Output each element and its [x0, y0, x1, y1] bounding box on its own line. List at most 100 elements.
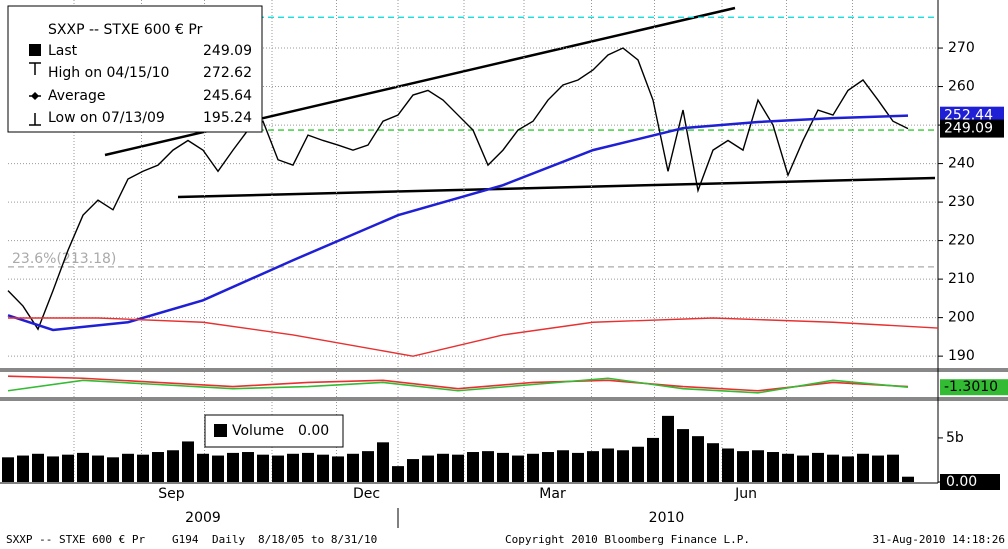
- volume-bar: [677, 429, 689, 482]
- volume-bar: [602, 448, 614, 482]
- footer-code: G194: [172, 533, 199, 546]
- volume-bar: [17, 455, 29, 482]
- volume-bar: [182, 441, 194, 482]
- overlay: Volume 0.00: [204, 414, 344, 448]
- volume-zero-box: [940, 474, 1000, 490]
- legend-icon: [29, 91, 41, 101]
- legend-label: Average: [48, 88, 106, 104]
- volume-bar: [467, 452, 479, 482]
- oscillator-line: [7, 375, 909, 392]
- volume-bar: [797, 455, 809, 482]
- volume-bar: [242, 452, 254, 482]
- last-value-box: [940, 119, 1004, 138]
- volume-bar: [512, 455, 524, 482]
- volume-bar: [2, 457, 14, 482]
- x-year-label: 2009: [185, 510, 221, 526]
- volume-bar: [662, 415, 674, 482]
- legend-value: 245.64: [203, 88, 252, 104]
- volume-bar: [197, 453, 209, 482]
- volume-bar: [452, 454, 464, 482]
- legend-label: Last: [48, 43, 78, 59]
- y-tick-label: 210: [948, 271, 975, 287]
- x-tick-label: Jun: [734, 486, 757, 502]
- volume-bar: [62, 454, 74, 482]
- volume-bar: [332, 456, 344, 482]
- legend-title: SXXP -- STXE 600 € Pr: [48, 22, 203, 38]
- volume-tick-label: 0.00: [946, 474, 977, 490]
- footer-security: SXXP -- STXE 600 € Pr: [6, 533, 145, 546]
- legend-label: High on 04/15/10: [48, 65, 169, 81]
- volume-bar: [47, 456, 59, 482]
- volume-bar: [587, 451, 599, 482]
- volume-bar: [902, 476, 914, 482]
- legend: SXXP -- STXE 600 € Pr Last 249.09 High o…: [7, 5, 263, 133]
- panel-separator: [0, 368, 1008, 372]
- volume-bar: [92, 455, 104, 482]
- volume-bar: [437, 453, 449, 482]
- volume-bar: [827, 454, 839, 482]
- volume-bar: [302, 452, 314, 482]
- volume-bar: [887, 454, 899, 482]
- volume-bar: [482, 451, 494, 482]
- volume-bar: [722, 448, 734, 482]
- footer-period: Daily: [212, 533, 245, 546]
- volume-bar: [272, 455, 284, 482]
- x-year-label: 2010: [649, 510, 685, 526]
- legend-value: 195.24: [203, 110, 252, 126]
- volume-bar: [347, 453, 359, 482]
- y-tick-label: 230: [948, 194, 975, 210]
- volume-legend-icon: [214, 424, 227, 437]
- legend-label: Low on 07/13/09: [48, 110, 165, 126]
- legend-value: 272.62: [203, 65, 252, 81]
- legend-icon: [29, 44, 41, 56]
- y-tick-label: 190: [948, 348, 975, 364]
- panel-separator: [0, 397, 1008, 401]
- footer-copyright: Copyright 2010 Bloomberg Finance L.P.: [505, 533, 750, 546]
- volume-bar: [842, 456, 854, 482]
- y-tick-label: 220: [948, 233, 975, 249]
- volume-bar: [392, 466, 404, 482]
- volume-bar: [287, 453, 299, 482]
- volume-bar: [377, 442, 389, 482]
- volume-bar: [632, 446, 644, 482]
- volume-legend-label: Volume: [232, 423, 284, 439]
- legend-icon: [29, 62, 41, 75]
- legend-value: 249.09: [203, 43, 252, 59]
- series-line: [8, 317, 939, 357]
- volume-legend-value: 0.00: [298, 423, 329, 439]
- volume-bar: [32, 453, 44, 482]
- volume-bar: [107, 457, 119, 482]
- volume-bar: [647, 437, 659, 482]
- volume-bar: [542, 452, 554, 482]
- volume-bar: [812, 452, 824, 482]
- y-tick-label: 270: [948, 40, 975, 56]
- volume-bar: [557, 450, 569, 482]
- footer-timestamp: 31-Aug-2010 14:18:26: [873, 533, 1005, 546]
- volume-legend-box: [204, 414, 344, 448]
- volume-bar: [527, 453, 539, 482]
- volume-bar: [707, 443, 719, 482]
- volume-bar: [167, 450, 179, 482]
- trend-line-lower: [177, 176, 936, 199]
- volume-bar: [572, 452, 584, 482]
- y-tick-label: 260: [948, 79, 975, 95]
- x-tick-label: Sep: [158, 486, 185, 502]
- volume-bar: [782, 453, 794, 482]
- legend-box: [7, 5, 263, 133]
- volume-tick-label: 5b: [946, 430, 964, 446]
- volume-bar: [362, 451, 374, 482]
- oscillator-last-box: [940, 379, 1008, 396]
- x-tick-label: Dec: [353, 486, 380, 502]
- volume-bar: [122, 453, 134, 482]
- volume-bar: [752, 450, 764, 482]
- volume-bar: [257, 454, 269, 482]
- volume-bar: [152, 452, 164, 482]
- legend-icon: [29, 113, 41, 126]
- volume-bar: [857, 453, 869, 482]
- volume-bar: [737, 451, 749, 482]
- oscillator-line: [7, 377, 909, 394]
- series-line: [7, 114, 909, 332]
- volume-bar: [212, 455, 224, 482]
- oscillator-last-label: -1.3010: [944, 379, 998, 395]
